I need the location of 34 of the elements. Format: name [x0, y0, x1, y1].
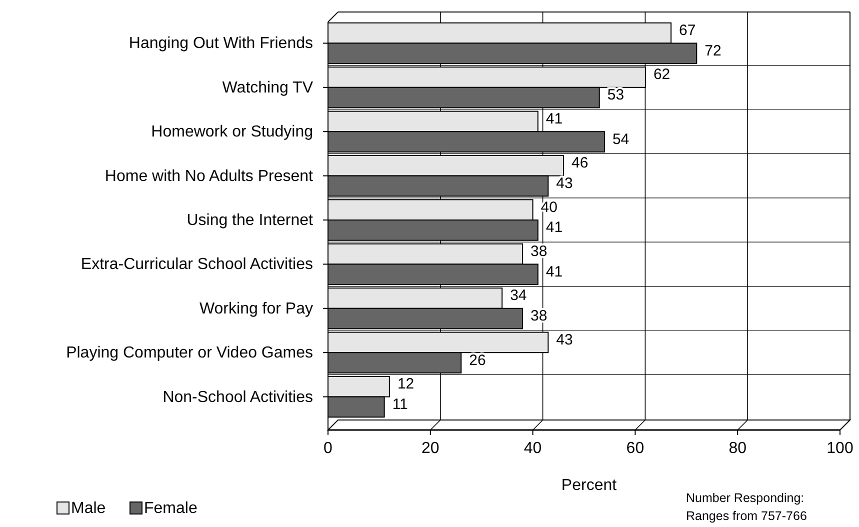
x-tick-label: 20	[422, 440, 440, 457]
data-label: 72	[704, 42, 722, 60]
data-label: 62	[653, 66, 670, 84]
data-label: 41	[546, 110, 563, 128]
y-tick-label: Using the Internet	[186, 212, 314, 229]
x-axis-title: Percent	[561, 477, 618, 494]
y-tick-label: Extra-Curricular School Activities	[80, 256, 313, 274]
data-label: 26	[469, 352, 486, 369]
y-tick-label: Playing Computer or Video Games	[66, 344, 313, 362]
legend-label: Female	[144, 500, 198, 517]
text: Number Responding: Ranges from 757-766	[686, 491, 807, 523]
data-label: 34	[510, 287, 527, 304]
data-label: 53	[607, 86, 624, 104]
legend-label: Male	[71, 500, 106, 517]
x-tick-label: 60	[626, 440, 644, 457]
y-tick-label: Non-School Activities	[162, 388, 313, 406]
x-tick-label: 40	[524, 440, 542, 457]
data-label: 41	[546, 219, 563, 236]
data-label: 43	[556, 331, 573, 348]
data-label: 41	[546, 263, 563, 280]
x-tick-label: 100	[826, 440, 854, 457]
data-label: 12	[397, 376, 414, 393]
y-tick-label: Hanging Out With Friends	[128, 35, 313, 52]
data-label: 11	[392, 396, 408, 413]
y-tick-label: Homework or Studying	[151, 124, 313, 141]
data-label: 46	[572, 154, 588, 172]
x-tick-label: 80	[728, 440, 747, 457]
y-tick-label: Watching TV	[222, 79, 314, 96]
data-label: 43	[556, 174, 573, 192]
data-label: 67	[679, 22, 696, 40]
y-tick-label: Home with No Adults Present	[104, 168, 314, 185]
x-tick-label: 0	[324, 440, 333, 457]
y-tick-label: Working for Pay	[199, 300, 313, 318]
data-label: 54	[612, 130, 630, 148]
